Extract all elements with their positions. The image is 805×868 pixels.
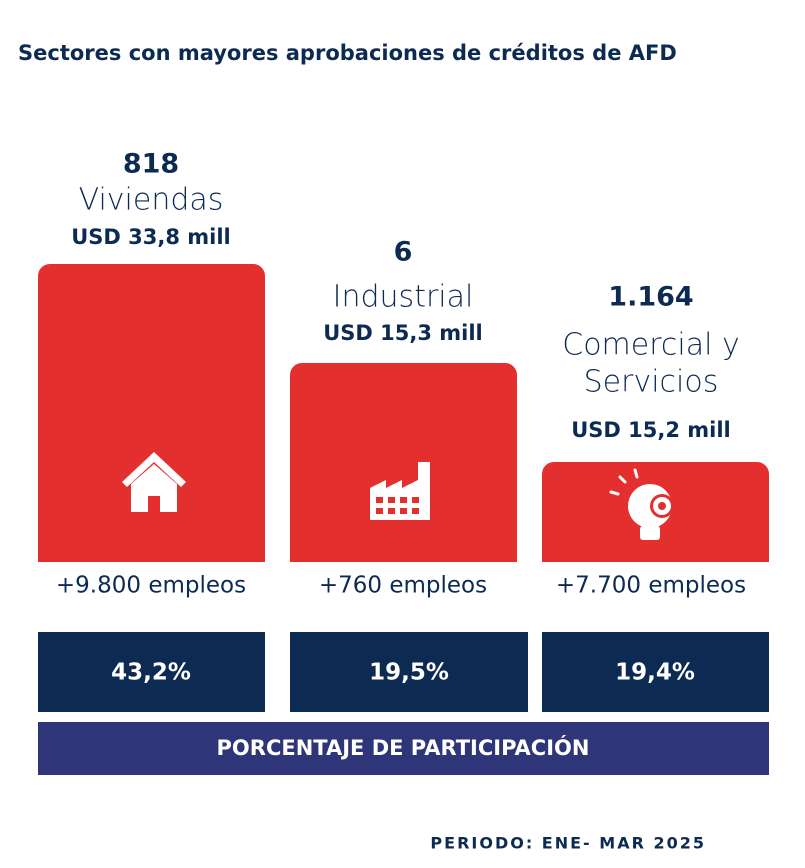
title: Sectores con mayores aprobaciones de cré… — [18, 41, 677, 65]
sector-employment: +9.800 empleos — [56, 573, 246, 599]
share-box — [38, 632, 265, 712]
period: PERIODO: ENE- MAR 2025 — [430, 834, 706, 853]
share-box — [542, 632, 769, 712]
sector-name: Industrial — [333, 280, 474, 315]
sector-name: Servicios — [584, 365, 719, 400]
sector-amount: USD 15,2 mill — [571, 418, 731, 442]
sector-name: Comercial y — [562, 328, 740, 363]
sector-count: 6 — [394, 237, 413, 268]
share-label: PORCENTAJE DE PARTICIPACIÓN — [217, 735, 590, 760]
sector-bar — [290, 363, 517, 562]
sector-share: 19,5% — [369, 660, 449, 686]
sector-amount: USD 33,8 mill — [71, 225, 231, 249]
sector-count: 818 — [123, 149, 179, 180]
share-box — [290, 632, 528, 712]
sector-amount: USD 15,3 mill — [323, 321, 483, 345]
sector-employment: +760 empleos — [319, 573, 487, 599]
house-icon — [122, 452, 186, 512]
factory-icon — [370, 462, 430, 520]
share-label-band — [38, 722, 769, 775]
sector-share: 43,2% — [111, 660, 191, 686]
idea-icon — [609, 468, 674, 540]
sector-bar — [38, 264, 265, 562]
sector-name: Viviendas — [79, 183, 224, 218]
sector-share: 19,4% — [615, 660, 695, 686]
sector-count: 1.164 — [608, 282, 693, 313]
sector-employment: +7.700 empleos — [556, 573, 746, 599]
